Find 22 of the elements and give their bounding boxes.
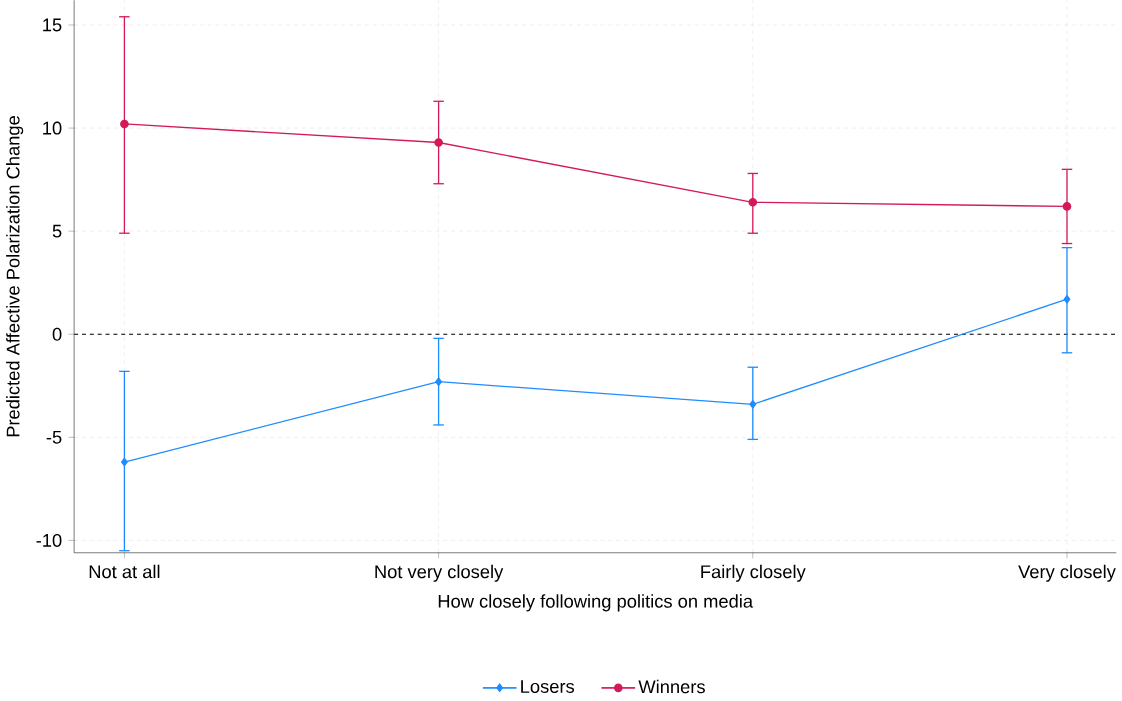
legend-label: Winners <box>638 679 705 694</box>
point <box>1062 202 1072 211</box>
point <box>1063 294 1071 304</box>
y-tick-label: 10 <box>43 121 62 135</box>
y-axis-title: Predicted Affective Polarization Change <box>6 116 24 437</box>
point <box>748 197 758 207</box>
point <box>121 457 128 467</box>
x-tick-label: Not at all <box>89 564 160 579</box>
point <box>749 399 757 409</box>
y-tick-label: 5 <box>52 224 62 238</box>
x-tick-label: Very closely <box>1018 564 1116 582</box>
point <box>435 377 443 386</box>
y-tick-label: -5 <box>46 430 62 444</box>
y-tick-label: -10 <box>36 533 62 547</box>
x-axis-title: How closely following politics on media <box>438 594 754 612</box>
y-tick-label: 0 <box>52 327 62 341</box>
legend-label: Losers <box>521 680 575 693</box>
y-tick-label: 15 <box>43 18 62 32</box>
point <box>120 119 129 129</box>
point <box>434 138 443 147</box>
x-tick-label: Not very closely <box>375 564 504 582</box>
x-tick-label: Fairly closely <box>701 564 806 582</box>
